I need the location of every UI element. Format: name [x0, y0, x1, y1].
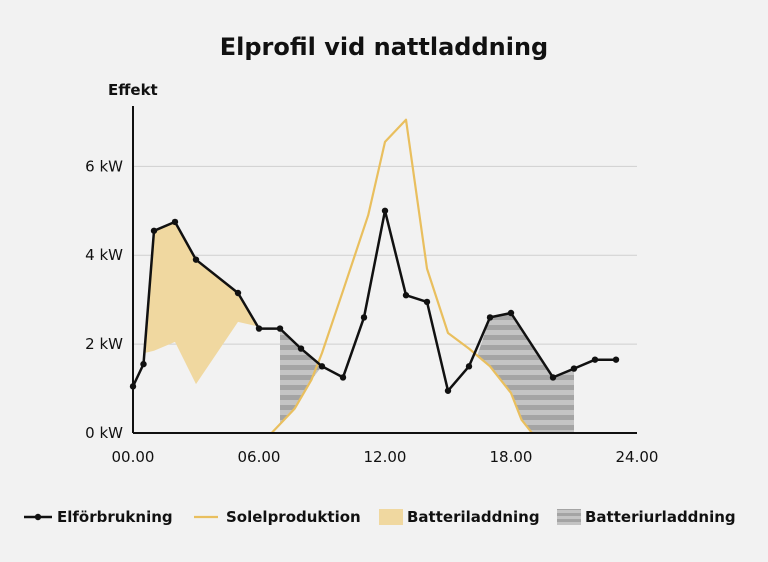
y-tick-label: 0 kW	[85, 424, 123, 442]
x-tick-label: 00.00	[112, 448, 155, 466]
x-tick-label: 18.00	[490, 448, 533, 466]
legend-label: Batteriurladdning	[585, 508, 736, 526]
consumption-point	[465, 363, 473, 370]
legend-label: Batteriladdning	[407, 508, 540, 526]
consumption-point	[318, 363, 326, 370]
consumption-point	[402, 292, 410, 299]
legend-item: Batteriurladdning	[557, 508, 736, 526]
legend-marker	[34, 513, 42, 521]
consumption-point	[276, 325, 284, 332]
lines	[129, 118, 620, 434]
consumption-point	[549, 374, 557, 381]
legend-swatch	[379, 509, 403, 525]
consumption-point	[192, 256, 200, 263]
consumption-point	[360, 314, 368, 321]
x-tick-label: 06.00	[238, 448, 281, 466]
x-tick-label: 24.00	[616, 448, 659, 466]
legend-item: Elförbrukning	[24, 508, 173, 526]
y-axis-label: Effekt	[108, 81, 158, 99]
consumption-point	[612, 356, 620, 363]
legend-label: Elförbrukning	[57, 508, 173, 526]
consumption-point	[140, 360, 147, 368]
axes	[132, 106, 637, 434]
chart-title: Elprofil vid nattladdning	[220, 33, 549, 61]
consumption-point	[591, 356, 599, 363]
solar-production-line	[270, 118, 533, 434]
consumption-point	[297, 345, 305, 352]
y-tick-label: 2 kW	[85, 335, 123, 353]
legend-item: Solelproduktion	[194, 508, 361, 526]
battery-charge-area	[143, 221, 268, 385]
consumption-point	[507, 309, 515, 317]
x-tick-label: 12.00	[364, 448, 407, 466]
consumption-point	[255, 325, 263, 332]
legend-swatch	[557, 509, 581, 525]
consumption-point	[381, 207, 389, 214]
areas	[143, 221, 574, 433]
battery-discharge-area	[280, 328, 322, 425]
y-tick-label: 4 kW	[85, 246, 123, 264]
consumption-point	[423, 298, 431, 306]
legend-label: Solelproduktion	[226, 508, 361, 526]
consumption-point	[171, 218, 179, 226]
y-tick-label: 6 kW	[85, 157, 123, 175]
legend-item: Batteriladdning	[379, 508, 540, 526]
battery-discharge-area	[477, 313, 574, 433]
consumption-point	[444, 387, 452, 394]
consumption-point	[150, 227, 158, 234]
consumption-point	[234, 289, 242, 297]
legend: Elförbrukning Solelproduktion Batteriladdn…	[24, 508, 736, 526]
consumption-point	[570, 365, 578, 372]
consumption-point	[339, 374, 347, 381]
consumption-point	[486, 314, 494, 321]
tick-labels: 0 kW 2 kW 4 kW 6 kW 00.00 06.00 12.00 18.00 24.0…	[85, 157, 658, 466]
